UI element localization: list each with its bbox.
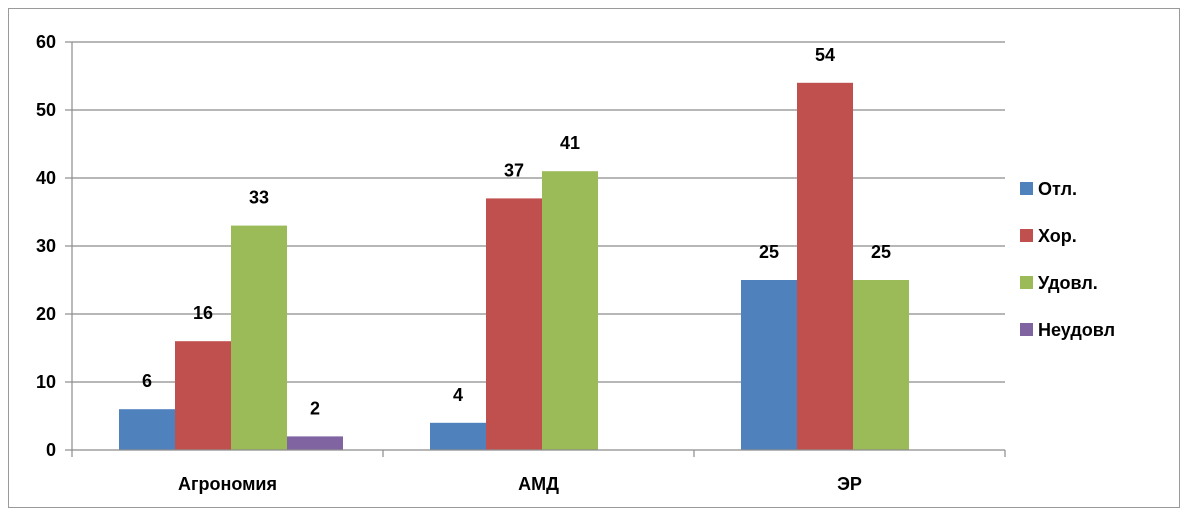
y-tick-label: 40 <box>36 168 56 188</box>
bars <box>119 82 909 451</box>
bar <box>287 436 343 450</box>
x-tick-label: Агрономия <box>178 474 277 494</box>
y-tick-label: 30 <box>36 236 56 256</box>
y-tick-label: 0 <box>46 440 56 460</box>
legend-label: Удовл. <box>1038 273 1098 293</box>
y-tick-label: 20 <box>36 304 56 324</box>
legend-label: Отл. <box>1038 179 1077 199</box>
legend-swatch <box>1020 182 1033 195</box>
y-tick-label: 60 <box>36 32 56 52</box>
bar-value-label: 37 <box>504 160 524 180</box>
bar <box>119 409 175 450</box>
x-tick-label: ЭР <box>837 474 862 494</box>
axes: 0 10 20 30 40 50 60 Агрономия АМД ЭР <box>36 32 1006 494</box>
y-tick-label: 50 <box>36 100 56 120</box>
bar-value-label: 6 <box>142 371 152 391</box>
bar-value-label: 2 <box>310 398 320 418</box>
y-tick-label: 10 <box>36 372 56 392</box>
legend-label: Хор. <box>1038 226 1077 246</box>
bar <box>797 82 853 451</box>
bar <box>175 341 231 450</box>
bar-value-label: 16 <box>193 303 213 323</box>
data-labels: 6 4 25 16 37 54 33 41 25 2 <box>142 45 891 419</box>
legend-swatch <box>1020 276 1033 289</box>
bar-value-label: 25 <box>871 242 891 262</box>
bar-value-label: 54 <box>815 45 835 65</box>
legend-label: Неудовл <box>1038 320 1115 340</box>
bar <box>542 171 598 450</box>
bar <box>741 280 797 450</box>
bar-value-label: 41 <box>560 133 580 153</box>
bar <box>486 198 542 450</box>
bar <box>853 280 909 450</box>
x-tick-label: АМД <box>518 474 559 494</box>
bar-value-label: 25 <box>759 242 779 262</box>
bar-value-label: 4 <box>453 385 463 405</box>
legend-swatch <box>1020 323 1033 336</box>
bar <box>430 422 486 450</box>
legend: Отл. Хор. Удовл. Неудовл <box>1020 179 1115 340</box>
legend-swatch <box>1020 229 1033 242</box>
bar-value-label: 33 <box>249 188 269 208</box>
bar <box>231 225 287 450</box>
